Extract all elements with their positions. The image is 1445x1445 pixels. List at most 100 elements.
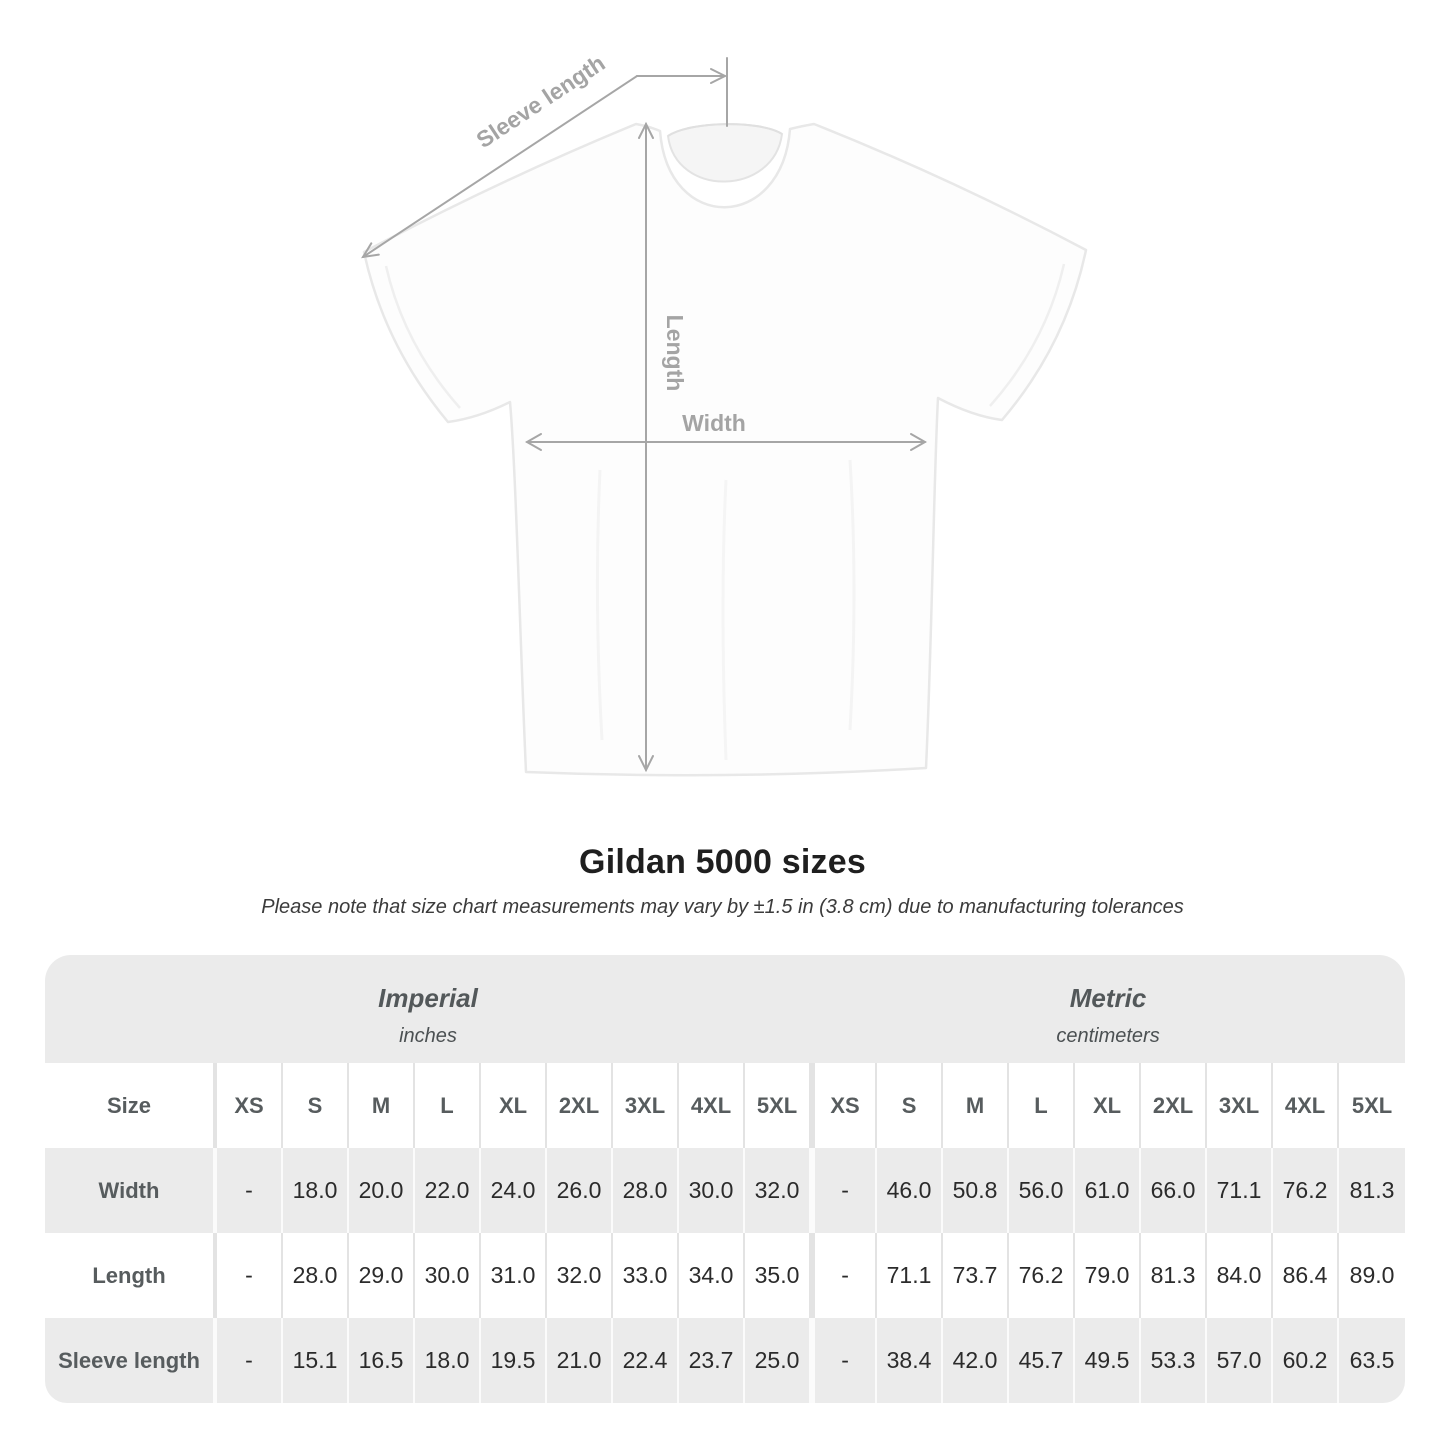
tshirt-illustration	[362, 122, 1088, 777]
size-header-cell: M	[943, 1063, 1010, 1148]
right-cuff-seam	[989, 263, 1066, 407]
tshirt-diagram: Sleeve length Length Width	[361, 50, 1088, 777]
value-cell: 19.5	[481, 1318, 547, 1403]
unit-header-metric: Metric centimeters	[811, 955, 1406, 1063]
row-label: Width	[45, 1148, 217, 1233]
length-label: Length	[662, 315, 688, 392]
measurement-row: Sleeve length -15.1 16.5 18.0 19.5 21.0 22.4 23…	[45, 1318, 1406, 1403]
value-cell: 50.8	[943, 1148, 1010, 1233]
size-header-cell: XL	[481, 1063, 547, 1148]
value-cell: -	[811, 1148, 878, 1233]
value-cell: 86.4	[1273, 1233, 1340, 1318]
metric-unit-subtitle: centimeters	[1056, 1025, 1160, 1047]
size-header-cell: 2XL	[547, 1063, 613, 1148]
value-cell: 32.0	[547, 1233, 613, 1318]
value-cell: 28.0	[613, 1148, 679, 1233]
size-header-cell: S	[877, 1063, 944, 1148]
metric-unit-title: Metric	[1069, 983, 1147, 1013]
size-header-cell: M	[349, 1063, 415, 1148]
size-table: Imperial inches Metric centimeters Size …	[45, 955, 1406, 1403]
tshirt-collar-seam	[667, 123, 783, 137]
value-cell: 76.2	[1273, 1148, 1340, 1233]
sleeve-length-label: Sleeve length	[472, 50, 610, 154]
size-header-cell: L	[1009, 1063, 1076, 1148]
value-cell: 23.7	[679, 1318, 745, 1403]
size-header-cell: 4XL	[679, 1063, 745, 1148]
size-header-cell: S	[283, 1063, 349, 1148]
value-cell: 29.0	[349, 1233, 415, 1318]
size-chart-subtitle: Please note that size chart measurements…	[261, 896, 1184, 918]
value-cell: -	[217, 1233, 283, 1318]
value-cell: 31.0	[481, 1233, 547, 1318]
value-cell: 66.0	[1141, 1148, 1208, 1233]
value-cell: 42.0	[943, 1318, 1010, 1403]
value-cell: -	[811, 1233, 878, 1318]
value-cell: 22.0	[415, 1148, 481, 1233]
size-header-cell: XL	[1075, 1063, 1142, 1148]
value-cell: 56.0	[1009, 1148, 1076, 1233]
size-header-cell: XS	[811, 1063, 878, 1148]
size-header-cell: XS	[217, 1063, 283, 1148]
value-cell: -	[811, 1318, 878, 1403]
value-cell: 34.0	[679, 1233, 745, 1318]
tshirt-collar	[666, 123, 784, 183]
value-cell: 45.7	[1009, 1318, 1076, 1403]
value-cell: 26.0	[547, 1148, 613, 1233]
value-cell: 89.0	[1339, 1233, 1406, 1318]
value-cell: 38.4	[877, 1318, 944, 1403]
value-cell: 79.0	[1075, 1233, 1142, 1318]
size-header-cell: 3XL	[1207, 1063, 1274, 1148]
value-cell: 32.0	[745, 1148, 812, 1233]
unit-header-imperial: Imperial inches	[45, 955, 812, 1063]
value-cell: 22.4	[613, 1318, 679, 1403]
value-cell: 18.0	[415, 1318, 481, 1403]
value-cell: 81.3	[1339, 1148, 1406, 1233]
value-cell: 71.1	[877, 1233, 944, 1318]
width-arrow	[524, 433, 928, 451]
value-cell: 20.0	[349, 1148, 415, 1233]
tshirt-body	[362, 122, 1088, 777]
value-cell: 53.3	[1141, 1318, 1208, 1403]
value-cell: -	[217, 1148, 283, 1233]
measurement-row: Length -28.0 29.0 30.0 31.0 32.0 33.0 34.0 35.0-…	[45, 1233, 1406, 1318]
value-cell: 30.0	[679, 1148, 745, 1233]
length-arrow	[638, 121, 654, 773]
value-cell: 21.0	[547, 1318, 613, 1403]
unit-header-row: Imperial inches Metric centimeters	[45, 955, 1406, 1063]
value-cell: 71.1	[1207, 1148, 1274, 1233]
value-cell: 25.0	[745, 1318, 812, 1403]
value-cell: -	[217, 1318, 283, 1403]
value-cell: 61.0	[1075, 1148, 1142, 1233]
value-cell: 15.1	[283, 1318, 349, 1403]
size-header-row: Size XS S M L XL 2XL 3XL 4XL 5XL XS S M L XL 2XL 3XL 4XL…	[45, 1063, 1406, 1148]
value-cell: 30.0	[415, 1233, 481, 1318]
size-header-cell: L	[415, 1063, 481, 1148]
size-chart-title: Gildan 5000 sizes	[579, 843, 866, 881]
value-cell: 63.5	[1339, 1318, 1406, 1403]
value-cell: 24.0	[481, 1148, 547, 1233]
value-cell: 35.0	[745, 1233, 812, 1318]
wrinkle	[595, 469, 604, 741]
value-cell: 49.5	[1075, 1318, 1142, 1403]
measurement-row: Width -18.0 20.0 22.0 24.0 26.0 28.0 30.0 32.0-4…	[45, 1148, 1406, 1233]
wrinkle	[721, 479, 728, 761]
imperial-unit-subtitle: inches	[399, 1025, 457, 1047]
size-header-cell: 5XL	[1339, 1063, 1406, 1148]
size-header-cell: 3XL	[613, 1063, 679, 1148]
left-cuff-seam	[384, 265, 461, 409]
value-cell: 60.2	[1273, 1318, 1340, 1403]
value-cell: 18.0	[283, 1148, 349, 1233]
value-cell: 73.7	[943, 1233, 1010, 1318]
imperial-unit-title: Imperial	[378, 983, 478, 1013]
value-cell: 16.5	[349, 1318, 415, 1403]
size-header-cell: 4XL	[1273, 1063, 1340, 1148]
value-cell: 76.2	[1009, 1233, 1076, 1318]
sleeve-length-arrow	[361, 57, 728, 259]
value-cell: 46.0	[877, 1148, 944, 1233]
width-label: Width	[682, 410, 746, 436]
size-column-header: Size	[45, 1063, 217, 1148]
value-cell: 81.3	[1141, 1233, 1208, 1318]
wrinkle	[848, 459, 856, 731]
value-cell: 33.0	[613, 1233, 679, 1318]
size-header-cell: 5XL	[745, 1063, 812, 1148]
